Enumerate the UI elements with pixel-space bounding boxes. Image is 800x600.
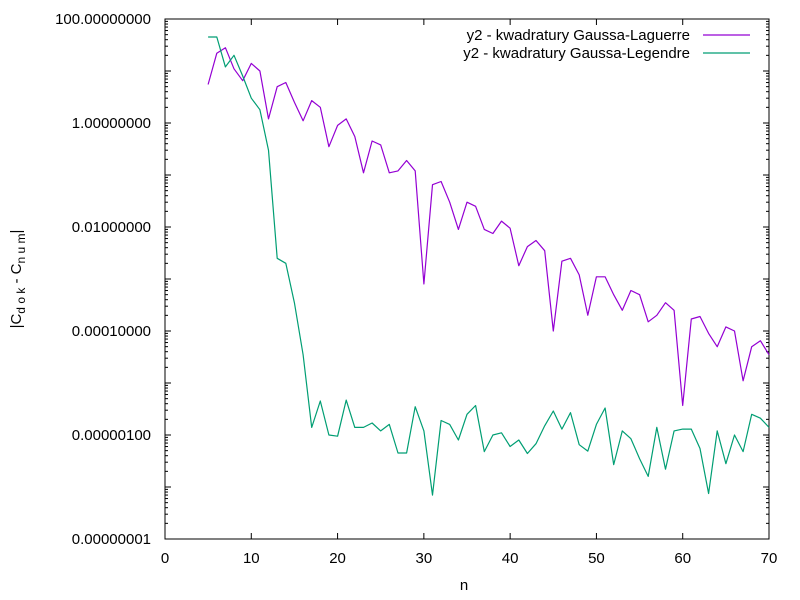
y-axis-label: |Cd o k - Cn u m| (8, 230, 28, 329)
x-tick-label: 40 (502, 550, 519, 567)
x-tick-label: 10 (243, 550, 260, 567)
y-axis-label-subscript: n u m (14, 233, 28, 263)
y-axis-label-text: |Cd o k - Cn u m| (8, 230, 28, 329)
x-tick-label: 60 (674, 550, 691, 567)
x-tick-label: 30 (416, 550, 433, 567)
y-tick-label: 0.00000100 (72, 427, 151, 444)
y-axis-label-part: | (8, 230, 25, 234)
y-axis-label-subscript: d o k (14, 287, 28, 314)
y-tick-label: 0.01000000 (72, 219, 151, 236)
x-tick-label: 70 (761, 550, 778, 567)
x-axis-label: n (460, 577, 468, 594)
y-axis-ticks: 100.00000000 1.00000000 0.01000000 0.000100… (55, 11, 769, 548)
legend-label: y2 - kwadratury Gaussa-Legendre (463, 45, 690, 62)
x-axis-ticks: 0 10 20 30 40 50 60 70 (161, 19, 778, 567)
plot-border (164, 18, 770, 540)
plot-frame (164, 18, 770, 540)
y-tick-label: 100.00000000 (55, 11, 151, 28)
x-tick-label: 0 (161, 550, 169, 567)
y-tick-label: 0.00000001 (72, 531, 151, 548)
series-line-1 (207, 47, 770, 407)
y-tick-label: 1.00000000 (72, 115, 151, 132)
y-axis-label-part: |C (8, 314, 25, 329)
y-tick-label: 0.00010000 (72, 323, 151, 340)
y-axis-label-part: - C (8, 263, 25, 287)
series-lines (207, 36, 770, 496)
series-line-2 (208, 36, 770, 496)
x-tick-label: 20 (329, 550, 346, 567)
x-tick-label: 50 (588, 550, 605, 567)
legend-label: y2 - kwadratury Gaussa-Laguerre (467, 27, 690, 44)
